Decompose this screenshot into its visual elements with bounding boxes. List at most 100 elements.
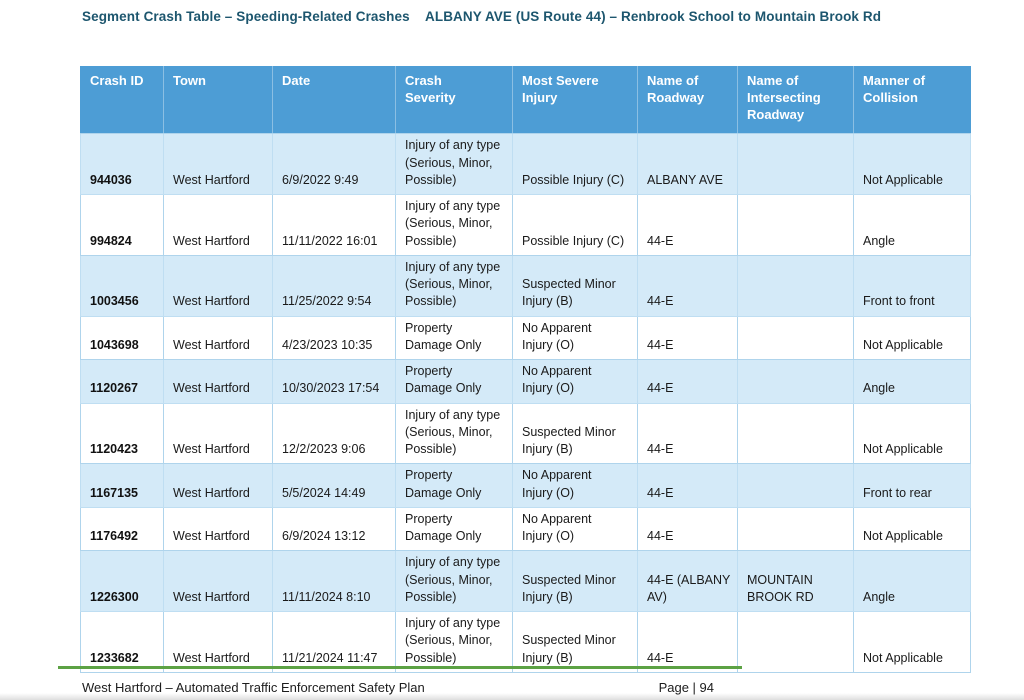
crash-table-body: 944036 West Hartford 6/9/2022 9:49 Injury o…	[80, 133, 971, 673]
table-row: 1226300 West Hartford 11/11/2024 8:10 Injur…	[80, 550, 971, 613]
cell-injury: Possible Injury (C)	[512, 194, 638, 256]
cell-town: West Hartford	[163, 359, 273, 404]
column-header: Date	[272, 66, 396, 135]
cell-town: West Hartford	[163, 611, 273, 673]
cell-crash-id: 1003456	[80, 254, 164, 317]
cell-town: West Hartford	[163, 550, 273, 613]
cell-intersecting	[737, 611, 854, 673]
cell-crash-id: 1233682	[80, 611, 164, 673]
crash-table-container: Crash ID Town Date Crash Severity Most Sever…	[80, 66, 971, 673]
page-footer: West Hartford – Automated Traffic Enforc…	[82, 680, 714, 695]
cell-intersecting	[737, 254, 854, 317]
cell-intersecting	[737, 359, 854, 404]
cell-roadway: 44-E	[637, 359, 738, 404]
cell-crash-id: 1120423	[80, 402, 164, 465]
cell-crash-id: 1120267	[80, 359, 164, 404]
footer-rule	[58, 666, 742, 669]
cell-injury: Suspected Minor Injury (B)	[512, 254, 638, 317]
column-header: Crash ID	[80, 66, 164, 135]
cell-severity: Injury of any type (Serious, Minor, Poss…	[395, 550, 513, 613]
column-header: Crash Severity	[395, 66, 513, 135]
cell-severity: Injury of any type (Serious, Minor, Poss…	[395, 194, 513, 256]
cell-town: West Hartford	[163, 402, 273, 465]
cell-collision: Front to rear	[853, 463, 971, 508]
cell-date: 11/21/2024 11:47	[272, 611, 396, 673]
table-row: 1003456 West Hartford 11/25/2022 9:54 Injur…	[80, 254, 971, 317]
cell-date: 6/9/2024 13:12	[272, 506, 396, 552]
cell-date: 11/25/2022 9:54	[272, 254, 396, 317]
cell-collision: Not Applicable	[853, 315, 971, 361]
cell-injury: No Apparent Injury (O)	[512, 463, 638, 508]
cell-collision: Not Applicable	[853, 611, 971, 673]
cell-roadway: 44-E	[637, 611, 738, 673]
cell-town: West Hartford	[163, 463, 273, 508]
cell-intersecting	[737, 463, 854, 508]
cell-roadway: 44-E	[637, 254, 738, 317]
cell-town: West Hartford	[163, 315, 273, 361]
table-row: 1167135 West Hartford 5/5/2024 14:49 Proper…	[80, 463, 971, 508]
cell-date: 5/5/2024 14:49	[272, 463, 396, 508]
cell-intersecting	[737, 133, 854, 196]
cell-severity: Property Damage Only	[395, 359, 513, 404]
cell-injury: Suspected Minor Injury (B)	[512, 611, 638, 673]
cell-town: West Hartford	[163, 194, 273, 256]
footer-page-number: Page | 94	[658, 680, 714, 695]
table-row: 994824 West Hartford 11/11/2022 16:01 Injur…	[80, 194, 971, 256]
cell-town: West Hartford	[163, 254, 273, 317]
column-header: Manner of Collision	[853, 66, 971, 135]
cell-roadway: 44-E	[637, 506, 738, 552]
cell-severity: Injury of any type (Serious, Minor, Poss…	[395, 254, 513, 317]
cell-injury: Suspected Minor Injury (B)	[512, 550, 638, 613]
cell-date: 12/2/2023 9:06	[272, 402, 396, 465]
cell-roadway: 44-E	[637, 402, 738, 465]
cell-collision: Angle	[853, 550, 971, 613]
cell-collision: Not Applicable	[853, 133, 971, 196]
cell-collision: Not Applicable	[853, 402, 971, 465]
cell-injury: Suspected Minor Injury (B)	[512, 402, 638, 465]
cell-injury: No Apparent Injury (O)	[512, 506, 638, 552]
table-row: 1120423 West Hartford 12/2/2023 9:06 Injury…	[80, 402, 971, 465]
cell-crash-id: 1176492	[80, 506, 164, 552]
cell-town: West Hartford	[163, 133, 273, 196]
cell-collision: Angle	[853, 194, 971, 256]
cell-injury: Possible Injury (C)	[512, 133, 638, 196]
cell-intersecting	[737, 194, 854, 256]
cell-roadway: 44-E	[637, 194, 738, 256]
cell-date: 11/11/2022 16:01	[272, 194, 396, 256]
cell-intersecting	[737, 506, 854, 552]
table-row: 1043698 West Hartford 4/23/2023 10:35 Prope…	[80, 315, 971, 361]
cell-crash-id: 944036	[80, 133, 164, 196]
crash-table: Crash ID Town Date Crash Severity Most Sever…	[80, 66, 971, 673]
cell-injury: No Apparent Injury (O)	[512, 359, 638, 404]
cell-roadway: 44-E	[637, 463, 738, 508]
cell-roadway: ALBANY AVE	[637, 133, 738, 196]
cell-date: 10/30/2023 17:54	[272, 359, 396, 404]
cell-roadway: 44-E	[637, 315, 738, 361]
segment-location-title: ALBANY AVE (US Route 44) – Renbrook Scho…	[425, 9, 882, 24]
cell-collision: Angle	[853, 359, 971, 404]
cell-roadway: 44-E (ALBANY AV)	[637, 550, 738, 613]
table-row: 1120267 West Hartford 10/30/2023 17:54 Prop…	[80, 359, 971, 404]
footer-document-title: West Hartford – Automated Traffic Enforc…	[82, 680, 425, 695]
header-row: Crash ID Town Date Crash Severity Most Sever…	[80, 66, 971, 135]
crash-table-header: Crash ID Town Date Crash Severity Most Sever…	[80, 66, 971, 135]
column-header: Town	[163, 66, 273, 135]
cell-severity: Injury of any type (Serious, Minor, Poss…	[395, 402, 513, 465]
cell-crash-id: 1226300	[80, 550, 164, 613]
cell-intersecting: MOUNTAIN BROOK RD	[737, 550, 854, 613]
column-header: Name of Intersecting Roadway	[737, 66, 854, 135]
cell-collision: Front to front	[853, 254, 971, 317]
cell-town: West Hartford	[163, 506, 273, 552]
table-row: 1176492 West Hartford 6/9/2024 13:12 Proper…	[80, 506, 971, 552]
cell-crash-id: 1167135	[80, 463, 164, 508]
cell-crash-id: 994824	[80, 194, 164, 256]
table-row: 1233682 West Hartford 11/21/2024 11:47 Inju…	[80, 611, 971, 673]
column-header: Most Severe Injury	[512, 66, 638, 135]
cell-intersecting	[737, 315, 854, 361]
cell-severity: Property Damage Only	[395, 506, 513, 552]
cell-date: 6/9/2022 9:49	[272, 133, 396, 196]
cell-collision: Not Applicable	[853, 506, 971, 552]
cell-severity: Property Damage Only	[395, 463, 513, 508]
cell-intersecting	[737, 402, 854, 465]
